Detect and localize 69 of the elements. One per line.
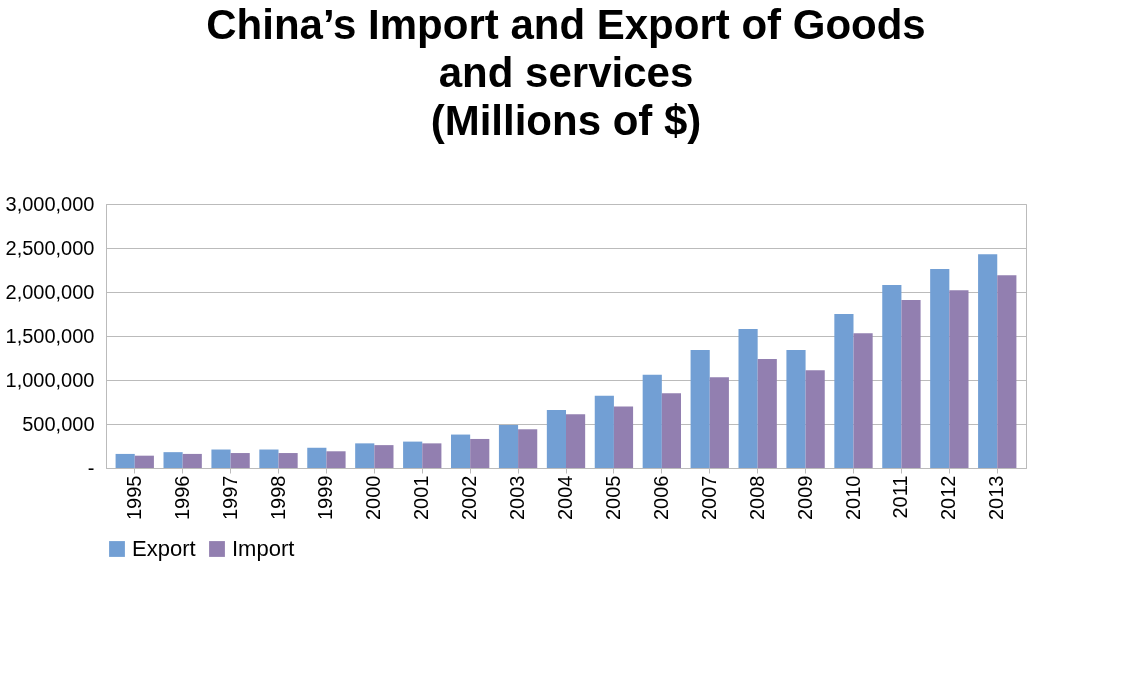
text: (Millions of $) (430, 97, 702, 144)
x-tick-label: 2010 (841, 475, 864, 520)
y-tick-label: 1,500,000 (5, 324, 95, 347)
y-tick-label: 1,000,000 (5, 368, 95, 391)
bar (182, 453, 202, 468)
x-tick-label: 2011 (889, 475, 912, 519)
x-tick-label: 1995 (122, 475, 145, 520)
bar (834, 314, 854, 468)
bar (546, 409, 566, 468)
bar (901, 299, 921, 468)
x-tick-label: 1997 (218, 475, 241, 520)
x-tick-label: 1996 (170, 475, 193, 520)
legend-label: Export (132, 536, 196, 561)
legend-label: Import (232, 536, 295, 561)
bar (949, 290, 969, 468)
bar (709, 377, 729, 468)
bar (930, 269, 950, 468)
x-tick-label: 2012 (937, 475, 960, 520)
x-tick-label: 2008 (745, 475, 768, 520)
bar (403, 441, 423, 468)
y-tick-label: 500,000 (22, 412, 95, 435)
bar (661, 393, 681, 468)
bar (757, 358, 777, 468)
bar (307, 447, 327, 468)
text: China’s Import and Export of Goods (206, 1, 926, 48)
bar (518, 429, 538, 468)
bar (451, 434, 471, 468)
bar (259, 449, 279, 468)
x-tick-label: 1999 (314, 475, 337, 520)
bar (805, 370, 825, 468)
bar (326, 451, 346, 468)
y-tick-label: 2,500,000 (5, 236, 95, 259)
bar (738, 328, 758, 468)
x-tick-label: 2005 (601, 475, 624, 520)
text: and services (438, 49, 694, 96)
y-tick-label: - (87, 456, 95, 479)
bar (613, 406, 634, 468)
bar (422, 443, 442, 468)
bar (470, 438, 490, 468)
y-tick-label: 2,000,000 (5, 280, 95, 303)
x-tick-label: 2001 (410, 475, 433, 520)
x-tick-label: 2004 (554, 475, 576, 520)
x-tick-label: 2013 (985, 475, 1008, 520)
bar (882, 284, 902, 468)
bar (498, 424, 519, 468)
bar (355, 443, 375, 468)
bar (997, 275, 1017, 468)
bar (594, 395, 614, 468)
x-tick-label: 1998 (266, 475, 289, 520)
bar (853, 333, 873, 468)
bar (134, 455, 154, 468)
bar (374, 445, 394, 468)
x-tick-label: 2009 (793, 475, 816, 520)
x-tick-label: 2000 (362, 475, 385, 520)
x-tick-label: 2002 (458, 475, 481, 520)
bar (211, 449, 231, 468)
x-tick-label: 2003 (506, 475, 529, 520)
bar (566, 414, 586, 468)
bar (978, 254, 998, 468)
x-tick-label: 2006 (649, 475, 672, 520)
y-tick-label: 3,000,000 (5, 192, 95, 215)
bar (278, 453, 298, 468)
bar (163, 452, 183, 468)
bar (230, 453, 250, 468)
bar (786, 350, 806, 468)
bar (690, 350, 710, 468)
x-tick-label: 2007 (697, 475, 720, 520)
bar (642, 374, 662, 468)
bar (115, 453, 135, 468)
